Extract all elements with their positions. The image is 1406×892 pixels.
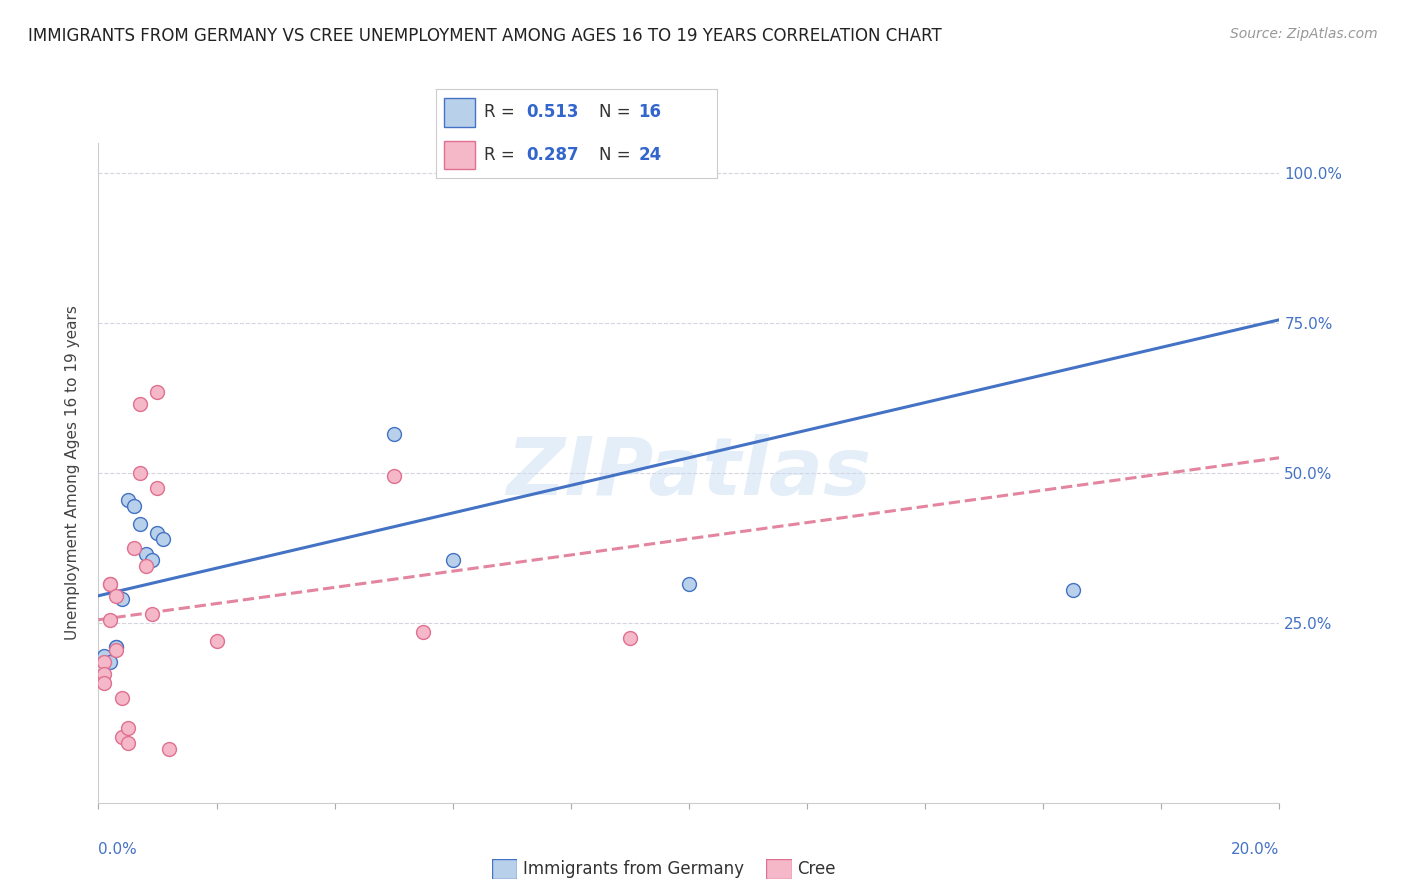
- Point: [105, 642, 128, 657]
- Text: N =: N =: [599, 146, 636, 164]
- Point: [1062, 582, 1084, 597]
- Point: [141, 553, 163, 567]
- Point: [135, 558, 157, 573]
- Point: [111, 690, 134, 705]
- Point: [135, 547, 157, 561]
- Point: [122, 541, 145, 555]
- Point: [98, 655, 121, 669]
- Point: [152, 532, 174, 546]
- Text: IMMIGRANTS FROM GERMANY VS CREE UNEMPLOYMENT AMONG AGES 16 TO 19 YEARS CORRELATI: IMMIGRANTS FROM GERMANY VS CREE UNEMPLOY…: [28, 27, 942, 45]
- Point: [93, 655, 115, 669]
- Text: ZIPatlas: ZIPatlas: [506, 434, 872, 512]
- Text: 0.513: 0.513: [526, 103, 578, 121]
- Point: [111, 730, 134, 744]
- Text: Cree: Cree: [797, 860, 835, 878]
- Point: [117, 736, 139, 750]
- Point: [141, 607, 163, 621]
- Point: [117, 492, 139, 507]
- Text: N =: N =: [599, 103, 636, 121]
- Point: [146, 384, 169, 399]
- Point: [105, 640, 128, 654]
- Text: 0.0%: 0.0%: [98, 842, 138, 857]
- Text: 16: 16: [638, 103, 661, 121]
- Point: [93, 675, 115, 690]
- Point: [412, 624, 434, 639]
- Point: [93, 666, 115, 681]
- Text: R =: R =: [484, 103, 520, 121]
- Text: 20.0%: 20.0%: [1232, 842, 1279, 857]
- Point: [619, 631, 641, 645]
- Point: [117, 721, 139, 735]
- Bar: [444, 141, 475, 169]
- Text: Immigrants from Germany: Immigrants from Germany: [523, 860, 744, 878]
- Point: [98, 613, 121, 627]
- Point: [122, 499, 145, 513]
- Point: [128, 397, 150, 411]
- Point: [157, 741, 180, 756]
- Point: [146, 525, 169, 540]
- Point: [382, 468, 405, 483]
- Point: [98, 576, 121, 591]
- Text: R =: R =: [484, 146, 520, 164]
- Point: [128, 516, 150, 531]
- Point: [441, 553, 464, 567]
- Text: Source: ZipAtlas.com: Source: ZipAtlas.com: [1230, 27, 1378, 41]
- Text: 0.287: 0.287: [526, 146, 578, 164]
- Point: [678, 576, 700, 591]
- Bar: [444, 98, 475, 127]
- Text: 24: 24: [638, 146, 662, 164]
- Point: [128, 466, 150, 480]
- Point: [105, 640, 128, 654]
- Point: [93, 648, 115, 663]
- Point: [105, 589, 128, 603]
- Point: [146, 481, 169, 495]
- Y-axis label: Unemployment Among Ages 16 to 19 years: Unemployment Among Ages 16 to 19 years: [65, 305, 80, 640]
- Point: [111, 591, 134, 606]
- Point: [382, 426, 405, 441]
- Point: [205, 633, 228, 648]
- Point: [98, 576, 121, 591]
